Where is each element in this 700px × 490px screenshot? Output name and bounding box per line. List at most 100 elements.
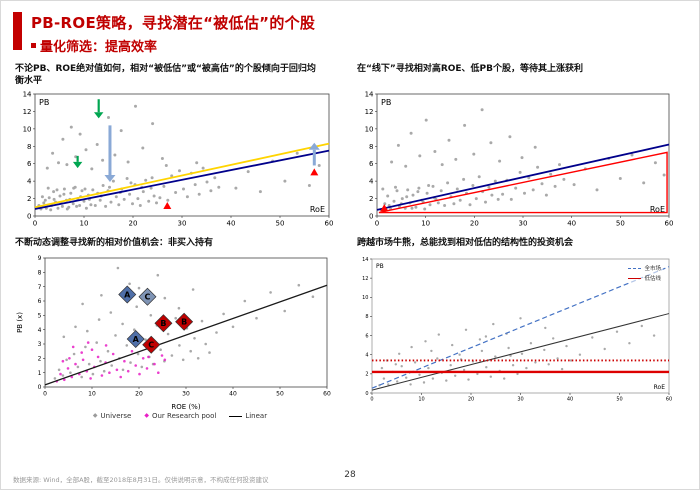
svg-text:PB (x): PB (x) bbox=[16, 312, 24, 333]
svg-text:A: A bbox=[133, 335, 140, 344]
legend-item: ◆ Universe bbox=[93, 412, 131, 420]
points-layer bbox=[55, 341, 167, 383]
chart-caption: 在“线下”寻找相对高ROE、低PB个股，等待其上涨获利 bbox=[357, 64, 584, 74]
legend-marker-icon: ◆ bbox=[92, 412, 98, 420]
svg-text:C: C bbox=[145, 293, 151, 302]
svg-text:12: 12 bbox=[23, 108, 32, 116]
chart-svg: 0 10 20 30 40 50 60 0 2 4 6 8 10 12 14 PB RoE bbox=[365, 91, 674, 228]
svg-text:A: A bbox=[124, 291, 131, 300]
svg-text:6: 6 bbox=[365, 334, 368, 340]
svg-text:4: 4 bbox=[365, 353, 368, 359]
svg-text:10: 10 bbox=[418, 397, 424, 403]
svg-text:14: 14 bbox=[362, 257, 368, 263]
legend-label: Universe bbox=[100, 412, 132, 421]
legend-line-icon bbox=[628, 267, 642, 269]
charts-grid: 不论PB、ROE绝对值如何，相对“被低估”或“被高估”的个股倾向于回归均衡水平 … bbox=[1, 55, 699, 420]
svg-text:60: 60 bbox=[325, 220, 334, 228]
svg-text:14: 14 bbox=[365, 91, 374, 99]
svg-text:20: 20 bbox=[135, 391, 143, 398]
svg-text:20: 20 bbox=[468, 397, 474, 403]
chart-panel-dynamic-adjust: 不断动态调整寻找新的相对价值机会：非买入持有 0 10 20 30 40 50 60 0 1 2 3… bbox=[15, 238, 345, 420]
page-title: PB-ROE策略，寻找潜在“被低估”的个股 bbox=[31, 14, 316, 32]
svg-text:40: 40 bbox=[229, 391, 237, 398]
svg-text:4: 4 bbox=[38, 327, 42, 334]
header-text: PB-ROE策略，寻找潜在“被低估”的个股 量化筛选：提高效率 bbox=[31, 12, 315, 55]
legend-label: 全市场 bbox=[644, 266, 661, 273]
svg-text:50: 50 bbox=[276, 220, 285, 228]
points-layer bbox=[53, 267, 315, 381]
chart-panel-equilibrium: 不论PB、ROE绝对值如何，相对“被低估”或“被高估”的个股倾向于回归均衡水平 … bbox=[15, 64, 345, 231]
svg-text:50: 50 bbox=[276, 391, 284, 398]
svg-text:10: 10 bbox=[23, 126, 32, 134]
scatter-chart-bull-bear: 0 10 20 30 40 50 60 0 2 4 6 8 10 12 14 PB RoE bbox=[357, 253, 673, 405]
svg-text:10: 10 bbox=[80, 220, 89, 228]
chart-panel-below-line: 在“线下”寻找相对高ROE、低PB个股，等待其上涨获利 0 10 20 30 40 50 6… bbox=[357, 64, 681, 231]
svg-text:2: 2 bbox=[38, 356, 42, 363]
svg-text:30: 30 bbox=[519, 220, 528, 228]
slide-subtitle-text: 量化筛选：提高效率 bbox=[40, 40, 158, 55]
scatter-chart-below-line: 0 10 20 30 40 50 60 0 2 4 6 8 10 12 14 PB RoE bbox=[357, 89, 681, 231]
chart-panel-bull-bear: 跨越市场牛熊，总能找到相对低估的结构性的投资机会 0 10 20 30 40 50 60 0 2… bbox=[357, 238, 681, 420]
svg-text:40: 40 bbox=[227, 220, 236, 228]
chart-wrapper: 0 10 20 30 40 50 60 0 2 4 6 8 10 12 14 PB RoE 全市场 低估线 bbox=[357, 253, 673, 405]
chart-legend: 全市场 低估线 bbox=[626, 263, 663, 284]
points-layer bbox=[37, 105, 321, 212]
svg-text:12: 12 bbox=[365, 108, 374, 116]
svg-text:50: 50 bbox=[616, 397, 622, 403]
svg-text:0: 0 bbox=[43, 391, 47, 398]
legend-item: Linear bbox=[229, 412, 267, 420]
svg-text:40: 40 bbox=[567, 397, 573, 403]
svg-text:9: 9 bbox=[38, 256, 42, 263]
svg-text:PB: PB bbox=[376, 263, 384, 270]
chart-caption: 不论PB、ROE绝对值如何，相对“被低估”或“被高估”的个股倾向于回归均衡水平 bbox=[15, 64, 316, 86]
legend-item: ◆ Our Research pool bbox=[144, 412, 216, 420]
svg-text:50: 50 bbox=[616, 220, 625, 228]
svg-text:5: 5 bbox=[38, 313, 42, 320]
slide-header: PB-ROE策略，寻找潜在“被低估”的个股 量化筛选：提高效率 bbox=[1, 1, 699, 55]
svg-text:6: 6 bbox=[369, 160, 374, 168]
svg-text:6: 6 bbox=[38, 299, 42, 306]
scatter-chart-dynamic-adjust: 0 10 20 30 40 50 60 0 1 2 3 4 5 6 7 8 9 A C B B A C PB (x) ROE (… bbox=[15, 253, 345, 412]
chart-svg: 0 10 20 30 40 50 60 0 2 4 6 8 10 12 14 PB RoE bbox=[362, 257, 672, 403]
svg-text:8: 8 bbox=[27, 143, 31, 151]
svg-text:10: 10 bbox=[365, 125, 374, 133]
svg-text:3: 3 bbox=[38, 342, 42, 349]
chart-caption: 不断动态调整寻找新的相对价值机会：非买入持有 bbox=[15, 238, 214, 249]
page-number: 28 bbox=[344, 470, 356, 480]
svg-text:0: 0 bbox=[375, 220, 379, 228]
svg-text:20: 20 bbox=[129, 220, 138, 228]
svg-text:14: 14 bbox=[23, 91, 32, 99]
svg-text:8: 8 bbox=[38, 270, 42, 277]
svg-text:2: 2 bbox=[27, 195, 31, 203]
svg-text:7: 7 bbox=[38, 284, 42, 291]
svg-text:4: 4 bbox=[369, 178, 374, 186]
svg-text:10: 10 bbox=[362, 295, 368, 301]
chart-caption: 跨越市场牛熊，总能找到相对低估的结构性的投资机会 bbox=[357, 238, 574, 249]
legend-marker-icon: ◆ bbox=[144, 412, 149, 420]
svg-text:RoE: RoE bbox=[310, 205, 325, 214]
svg-text:2: 2 bbox=[365, 372, 368, 378]
svg-text:60: 60 bbox=[665, 220, 674, 228]
bullet-icon bbox=[31, 43, 36, 48]
legend-label: 低估线 bbox=[644, 276, 661, 283]
svg-text:ROE (%): ROE (%) bbox=[171, 403, 200, 411]
legend-label: Linear bbox=[245, 412, 268, 421]
svg-text:30: 30 bbox=[517, 397, 523, 403]
svg-text:6: 6 bbox=[27, 161, 32, 169]
svg-text:12: 12 bbox=[362, 276, 368, 282]
svg-text:2: 2 bbox=[369, 195, 373, 203]
accent-bar bbox=[13, 12, 22, 50]
chart-legend: ◆ Universe ◆ Our Research pool Linear bbox=[15, 412, 345, 420]
svg-text:RoE: RoE bbox=[654, 384, 666, 391]
chart-svg: 0 10 20 30 40 50 60 0 2 4 6 8 10 12 14 PB RoE bbox=[23, 91, 334, 228]
svg-text:10: 10 bbox=[421, 220, 430, 228]
svg-text:1: 1 bbox=[38, 370, 42, 377]
svg-text:4: 4 bbox=[27, 178, 32, 186]
svg-text:B: B bbox=[160, 319, 166, 328]
legend-item: 低估线 bbox=[628, 274, 661, 282]
svg-text:40: 40 bbox=[567, 220, 576, 228]
svg-text:0: 0 bbox=[27, 213, 31, 221]
svg-text:10: 10 bbox=[88, 391, 96, 398]
svg-text:0: 0 bbox=[365, 391, 368, 397]
